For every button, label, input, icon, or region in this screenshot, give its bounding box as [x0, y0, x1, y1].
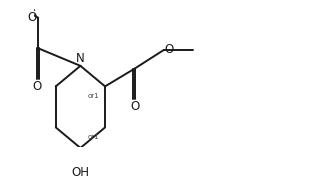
- Polygon shape: [79, 148, 82, 178]
- Text: or1: or1: [87, 93, 99, 99]
- Text: or1: or1: [87, 134, 99, 140]
- Text: O: O: [131, 100, 140, 113]
- Text: O: O: [32, 80, 41, 93]
- Text: OH: OH: [71, 166, 89, 178]
- Text: N: N: [76, 53, 84, 66]
- Text: O: O: [164, 43, 174, 56]
- Text: O: O: [28, 11, 37, 24]
